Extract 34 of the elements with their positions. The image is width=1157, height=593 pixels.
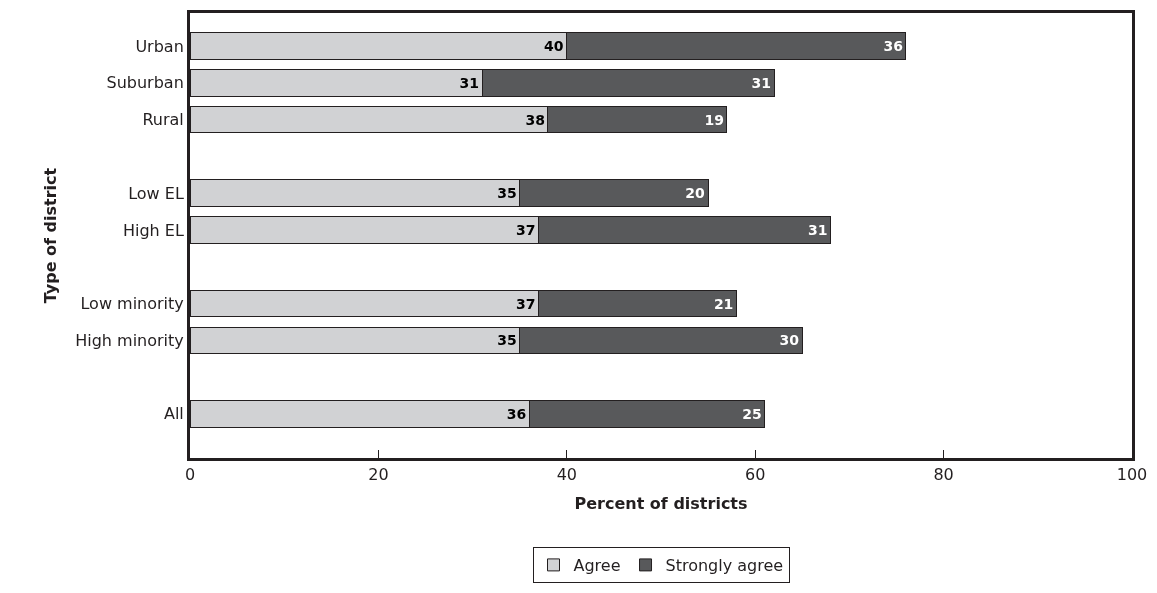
data-label: 25 [742,405,762,422]
data-label: 21 [713,295,734,312]
data-label: 36 [883,38,903,55]
y-tick-label: High minority [75,330,184,350]
y-tick-label: Rural [142,110,184,130]
y-tick-label: Low minority [80,294,184,314]
y-tick-label: High EL [122,220,184,240]
data-label: 19 [704,111,724,128]
x-tick-label: 40 [556,465,577,485]
data-label: 30 [779,332,800,349]
x-tick-label: 80 [933,465,954,485]
x-axis-title: Percent of districts [574,493,748,513]
data-label: 35 [497,332,517,349]
y-tick-label: Urban [135,36,184,56]
data-label: 38 [525,111,545,128]
data-label: 37 [516,295,536,312]
legend-label: Strongly agree [665,556,784,576]
data-label: 31 [459,74,480,91]
data-label: 35 [497,185,517,202]
data-label: 20 [685,185,706,202]
y-tick-label: Low EL [128,183,184,203]
x-tick-label: 0 [184,465,196,485]
legend-label: Agree [573,556,621,576]
data-label: 37 [516,221,536,238]
data-label: 40 [544,38,564,55]
data-label: 36 [506,405,527,422]
y-tick-label: Suburban [106,73,184,93]
data-label: 31 [751,74,772,91]
y-tick-label: All [163,404,184,424]
data-label: 31 [808,221,828,238]
x-tick-label: 60 [745,465,766,485]
x-tick-label: 100 [1116,465,1148,485]
y-axis-title: Type of district [41,167,61,304]
x-tick-label: 20 [368,465,389,485]
